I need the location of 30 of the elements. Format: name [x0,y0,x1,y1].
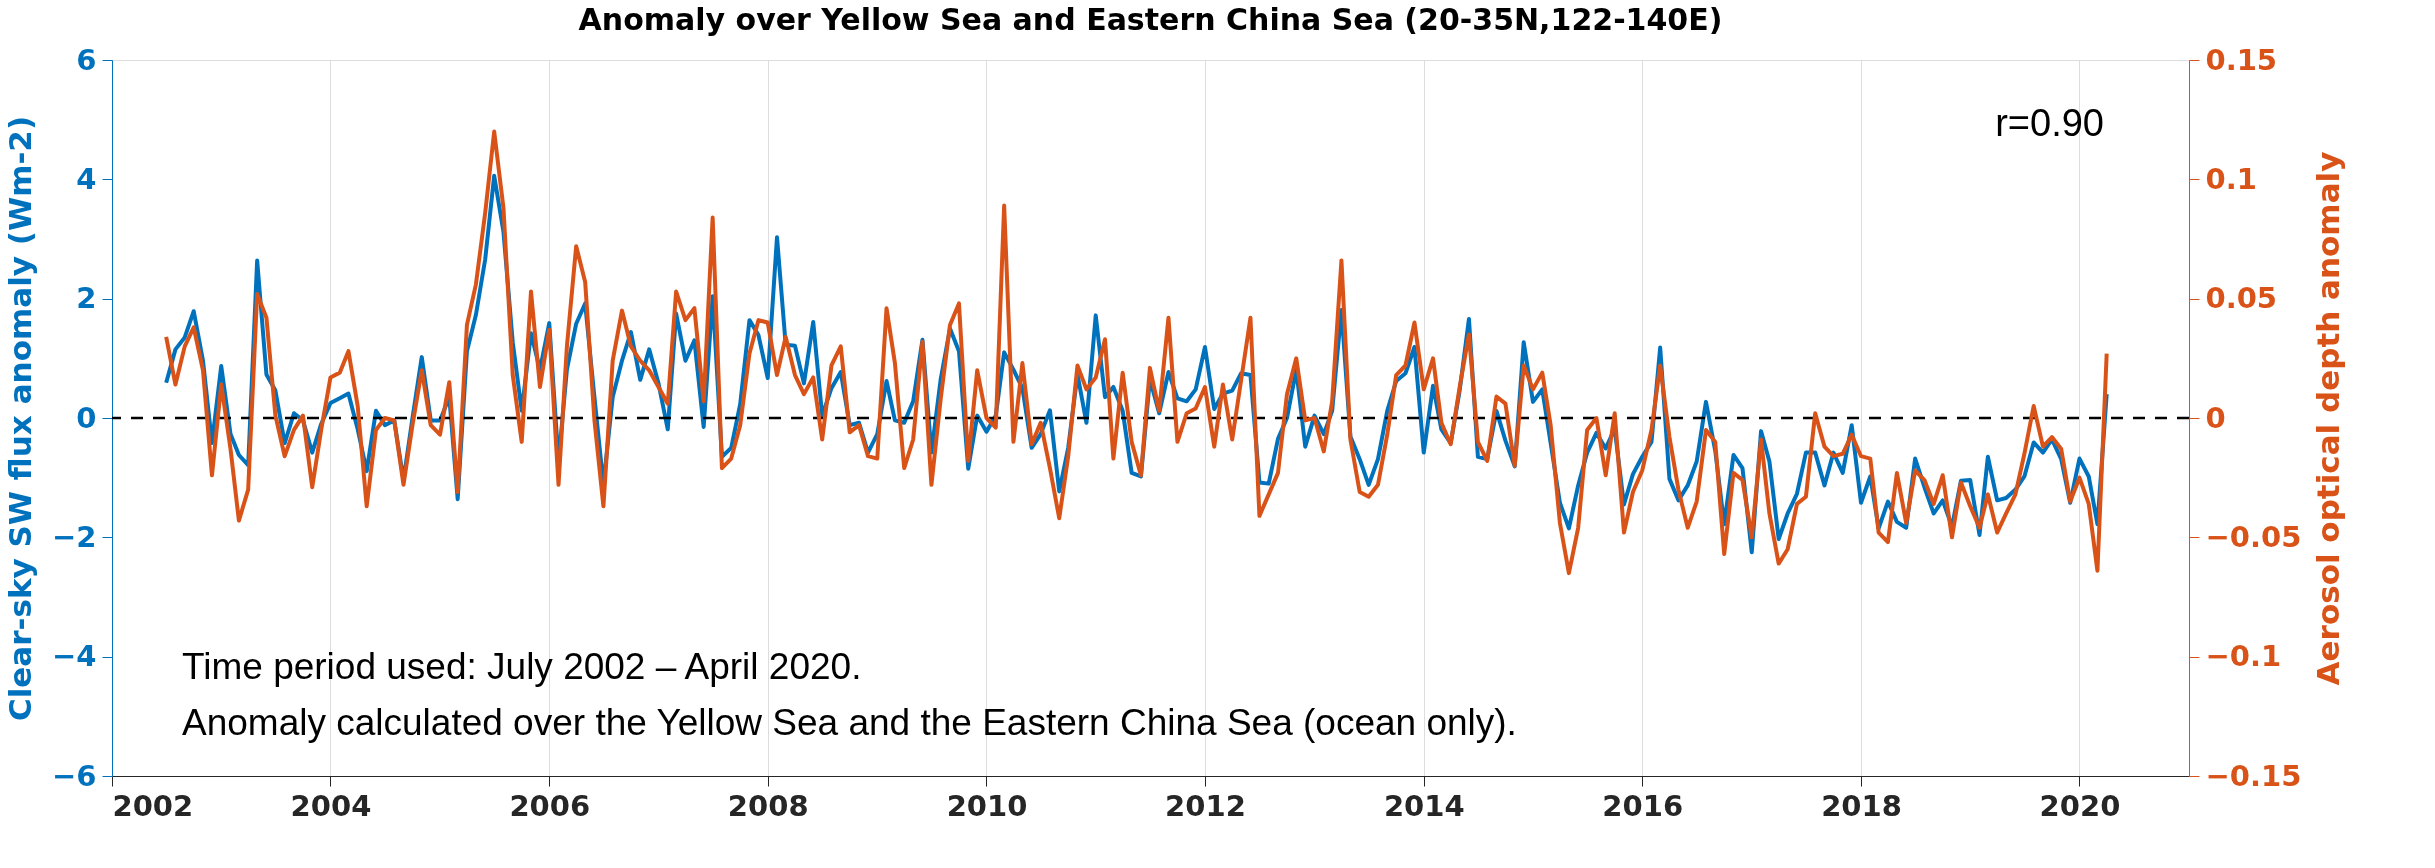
y-tick-label: 2 [76,281,97,316]
x-tick-label: 2004 [290,788,372,823]
y-tick-label: 0 [76,400,97,435]
x-tick-label: 2012 [1165,788,1246,823]
y-tick-label: 6 [76,42,97,77]
chart-title: Anomaly over Yellow Sea and Eastern China Sea (20-35N,122-140E) [578,2,1723,37]
annotation: Time period used: July 2002 – April 2020. [182,646,862,687]
x-tick-label: 2006 [509,788,591,823]
y-axis-title: Clear-sky SW flux anomaly (Wm-2) [2,115,39,722]
y-tick-label: −4 [52,639,97,674]
x-tick-label: 2018 [1821,788,1902,823]
y-tick-label: −6 [52,758,97,793]
x-tick-label: 2020 [2039,788,2121,823]
y2-tick-label: −0.05 [2205,519,2302,554]
y2-tick-label: 0.05 [2205,281,2278,316]
x-tick-label: 2002 [112,788,194,823]
y2-tick-label: 0 [2205,400,2226,435]
x-tick-label: 2008 [727,788,809,823]
annotation: Anomaly calculated over the Yellow Sea and the Eastern China Sea (ocean only). [182,702,1517,743]
x-tick-label: 2016 [1602,788,1684,823]
y2-tick-label: −0.1 [2205,639,2282,674]
y-tick-label: 4 [76,161,97,196]
x-tick-label: 2014 [1383,788,1465,823]
annotation: r=0.90 [1995,102,2104,144]
y2-axis-title: Aerosol optical depth anomaly [2310,151,2347,686]
y2-tick-label: −0.15 [2205,758,2302,793]
x-tick-label: 2010 [946,788,1028,823]
y-tick-label: −2 [52,519,97,554]
y2-tick-label: 0.15 [2205,42,2278,77]
y2-tick-label: 0.1 [2205,161,2257,196]
